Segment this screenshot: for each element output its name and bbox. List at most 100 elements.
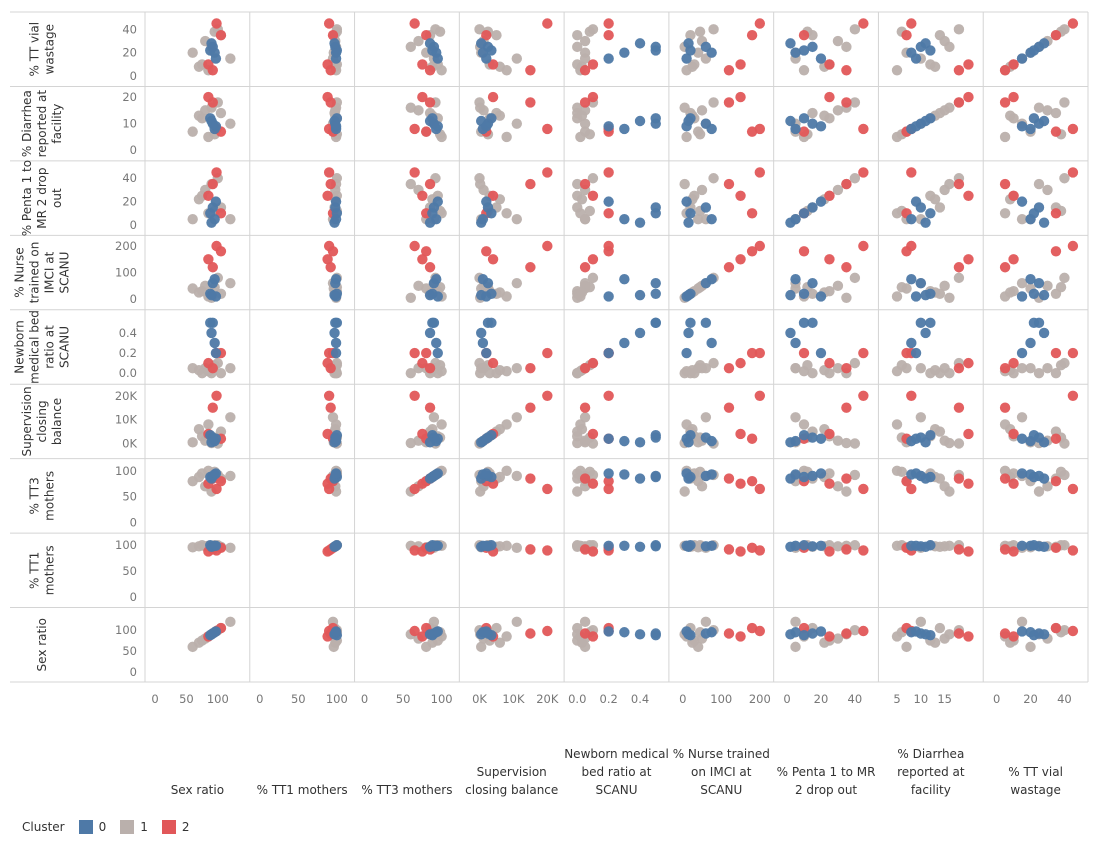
col-label-penta: 2 drop out (795, 783, 857, 797)
data-point-cluster-0-sex-vs-penta (807, 628, 818, 639)
data-point-cluster-1-bed-vs-diar (944, 367, 955, 379)
y-tick-label: 0.4 (119, 326, 137, 340)
data-point-cluster-2-tt3-vs-tt (1067, 483, 1079, 495)
data-point-cluster-2-diar-vs-nurse (723, 97, 735, 108)
data-point-cluster-0-tt1-vs-penta (815, 540, 827, 551)
data-point-cluster-0-diar-vs-sex (210, 121, 222, 132)
data-point-cluster-0-penta-vs-bed (619, 213, 630, 225)
data-point-cluster-0-tt3-vs-sex (210, 468, 222, 479)
data-point-cluster-0-tt1-vs-diar (910, 540, 922, 551)
data-point-cluster-2-penta-vs-sup (525, 178, 536, 190)
data-point-cluster-1-bed-vs-penta (832, 362, 844, 374)
legend-item-0[interactable]: 0 (78, 820, 106, 834)
data-point-cluster-0-tt1-vs-tt (1016, 540, 1028, 551)
data-point-cluster-1-penta-vs-tt (999, 208, 1011, 219)
data-point-cluster-0-tt3-vs-penta (815, 468, 827, 479)
x-tick-label: 0K (472, 692, 487, 706)
data-point-cluster-2-sup-vs-bed (603, 390, 614, 402)
data-point-cluster-2-nurse-vs-sex (215, 246, 227, 257)
y-tick-label: 20K (115, 389, 138, 403)
y-tick-label: 0 (130, 218, 137, 232)
data-point-cluster-2-nurse-vs-tt1 (322, 254, 333, 265)
data-point-cluster-0-tt1-vs-diar (920, 541, 931, 553)
data-point-cluster-1-nurse-vs-penta (841, 292, 852, 303)
legend-item-2[interactable]: 2 (161, 820, 190, 834)
legend-item-1[interactable]: 1 (120, 820, 148, 834)
data-point-cluster-1-tt3-vs-tt (1033, 486, 1045, 497)
data-point-cluster-2-bed-vs-penta (841, 362, 852, 374)
data-point-cluster-2-penta-vs-tt3 (417, 190, 428, 201)
data-point-cluster-0-sup-vs-diar (920, 437, 931, 448)
data-point-cluster-0-nurse-vs-tt (1016, 291, 1028, 302)
data-point-cluster-1-sup-vs-penta (790, 412, 801, 423)
data-point-cluster-2-bed-vs-diar (963, 357, 974, 369)
row-label-line: % Nurse (13, 247, 27, 297)
data-point-cluster-0-nurse-vs-diar (915, 277, 927, 289)
data-point-cluster-2-nurse-vs-bed (587, 254, 599, 265)
data-point-cluster-2-bed-vs-diar (953, 362, 965, 374)
data-point-cluster-2-penta-vs-tt (1067, 167, 1079, 178)
data-point-cluster-0-tt-vs-sex (206, 38, 217, 49)
data-point-cluster-0-nurse-vs-sex (209, 273, 220, 285)
data-point-cluster-2-sup-vs-tt (999, 402, 1011, 413)
data-point-cluster-2-bed-vs-sup (487, 357, 499, 369)
col-label-sup: closing balance (465, 783, 558, 797)
data-point-cluster-0-sup-vs-bed (603, 433, 614, 444)
data-point-cluster-0-sup-vs-penta (785, 437, 796, 448)
data-point-cluster-1-bed-vs-diar (915, 362, 927, 374)
data-point-cluster-1-tt-vs-diar (934, 29, 946, 41)
data-point-cluster-0-nurse-vs-diar (906, 273, 917, 285)
data-point-cluster-2-tt1-vs-bed (579, 544, 591, 555)
col-label-tt: wastage (1010, 783, 1060, 797)
data-point-cluster-0-tt-vs-tt (1028, 45, 1040, 56)
data-point-cluster-0-diar-vs-penta (790, 123, 801, 135)
data-point-cluster-0-tt1-vs-tt3 (432, 540, 443, 551)
data-point-cluster-2-bed-vs-tt3 (409, 347, 420, 359)
data-point-cluster-1-tt3-vs-nurse (696, 481, 708, 492)
data-point-cluster-1-nurse-vs-tt3 (405, 292, 416, 303)
data-point-cluster-2-tt-vs-tt3 (409, 18, 420, 29)
data-point-cluster-0-penta-vs-sex (206, 217, 217, 228)
data-point-cluster-0-penta-vs-nurse (700, 202, 712, 213)
data-point-cluster-2-bed-vs-bed (579, 362, 591, 374)
data-point-cluster-2-tt1-vs-diar (963, 546, 974, 557)
x-tick-label: 0 (256, 692, 263, 706)
data-point-cluster-1-sup-vs-sup (511, 412, 523, 423)
data-point-cluster-1-tt-vs-nurse (685, 29, 696, 41)
data-point-cluster-1-bed-vs-tt (1025, 362, 1036, 374)
row-ticks: 02040010200204001002000.00.20.40K10K20K0… (115, 22, 138, 679)
data-point-cluster-2-tt3-vs-sex (215, 475, 227, 487)
data-point-cluster-2-nurse-vs-sup (542, 240, 553, 252)
data-point-cluster-0-bed-vs-sex (205, 317, 216, 329)
data-point-cluster-2-sup-vs-tt1 (325, 402, 336, 413)
data-point-cluster-1-tt-vs-penta (841, 41, 852, 53)
data-point-cluster-1-sup-vs-sex (187, 437, 198, 448)
data-point-cluster-1-sex-vs-penta (790, 616, 801, 628)
data-point-cluster-0-tt1-vs-sup (481, 540, 492, 551)
data-point-cluster-0-sex-vs-tt (1028, 629, 1040, 641)
data-point-cluster-1-nurse-vs-tt (1059, 272, 1070, 284)
data-point-cluster-2-tt-vs-diar (901, 29, 912, 41)
data-point-cluster-0-diar-vs-diar (920, 115, 931, 127)
data-point-cluster-1-nurse-vs-sup (511, 277, 523, 289)
data-point-cluster-2-sex-vs-bed (579, 628, 591, 639)
row-label-line: wastage (43, 24, 57, 74)
data-point-cluster-0-nurse-vs-tt (1025, 273, 1036, 285)
x-tick-label: 0 (993, 692, 1000, 706)
data-point-cluster-0-sex-vs-diar (920, 629, 931, 640)
row-label-line: % Diarrhea (20, 90, 34, 157)
data-point-cluster-1-sex-vs-bed (572, 629, 583, 640)
x-tick-label: 10 (914, 692, 929, 706)
data-point-cluster-0-tt-vs-bed (650, 45, 661, 56)
row-label-line: % Penta 1 to (20, 160, 34, 236)
data-point-cluster-2-tt1-vs-penta (824, 546, 835, 557)
data-point-cluster-0-sup-vs-tt (1028, 429, 1040, 441)
data-point-cluster-1-penta-vs-diar (934, 202, 946, 213)
data-point-cluster-2-tt-vs-penta (824, 59, 835, 70)
data-point-cluster-1-diar-vs-diar (944, 102, 955, 113)
data-point-cluster-2-tt1-vs-penta (841, 544, 852, 555)
data-point-cluster-2-sex-vs-tt (999, 628, 1011, 639)
data-point-cluster-1-sup-vs-tt (1016, 412, 1028, 423)
col-label-bed: bed ratio at (582, 765, 652, 779)
data-point-cluster-1-penta-vs-nurse (692, 213, 704, 225)
